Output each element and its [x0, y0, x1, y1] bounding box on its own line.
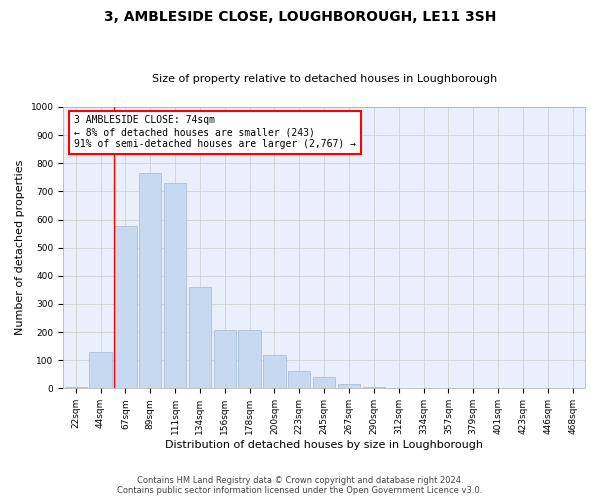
Bar [338, 384, 360, 388]
Bar [164, 183, 186, 388]
Text: 3, AMBLESIDE CLOSE, LOUGHBOROUGH, LE11 3SH: 3, AMBLESIDE CLOSE, LOUGHBOROUGH, LE11 3… [104, 10, 496, 24]
Bar [65, 387, 87, 388]
Bar [89, 352, 112, 388]
Title: Size of property relative to detached houses in Loughborough: Size of property relative to detached ho… [152, 74, 497, 84]
X-axis label: Distribution of detached houses by size in Loughborough: Distribution of detached houses by size … [165, 440, 483, 450]
Text: 3 AMBLESIDE CLOSE: 74sqm
← 8% of detached houses are smaller (243)
91% of semi-d: 3 AMBLESIDE CLOSE: 74sqm ← 8% of detache… [74, 116, 356, 148]
Bar [288, 372, 310, 388]
Text: Contains HM Land Registry data © Crown copyright and database right 2024.
Contai: Contains HM Land Registry data © Crown c… [118, 476, 482, 495]
Bar [263, 354, 286, 388]
Y-axis label: Number of detached properties: Number of detached properties [15, 160, 25, 336]
Bar [313, 377, 335, 388]
Bar [362, 387, 385, 388]
Bar [139, 172, 161, 388]
Bar [238, 330, 261, 388]
Bar [189, 287, 211, 388]
Bar [214, 330, 236, 388]
Bar [114, 226, 137, 388]
